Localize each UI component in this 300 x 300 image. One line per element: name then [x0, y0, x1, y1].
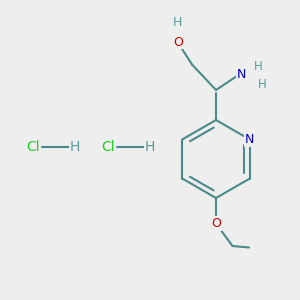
- Text: Cl: Cl: [101, 140, 115, 154]
- Text: H: H: [172, 16, 182, 29]
- Text: O: O: [174, 35, 183, 49]
- Text: N: N: [245, 133, 254, 146]
- Text: H: H: [70, 140, 80, 154]
- Text: Cl: Cl: [26, 140, 40, 154]
- Text: O: O: [211, 217, 221, 230]
- Text: H: H: [254, 59, 262, 73]
- Text: H: H: [258, 77, 267, 91]
- Text: H: H: [145, 140, 155, 154]
- Text: N: N: [237, 68, 246, 82]
